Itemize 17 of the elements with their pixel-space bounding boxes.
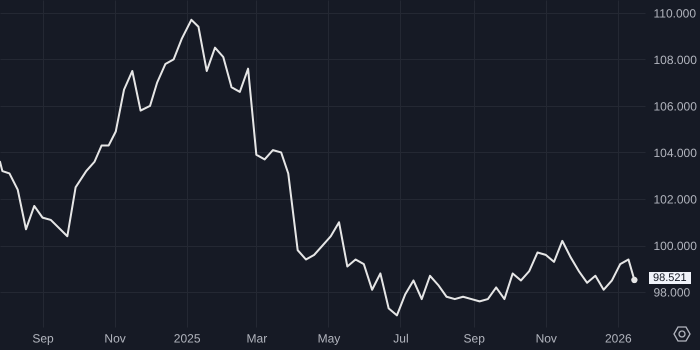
y-tick-label: 106.000 — [654, 99, 698, 114]
x-tick-label: Sep — [32, 332, 54, 346]
y-tick-label: 104.000 — [654, 146, 698, 160]
x-tick-label: May — [318, 332, 340, 346]
x-tick-label: Mar — [246, 332, 268, 346]
y-tick-label: 102.000 — [654, 192, 698, 206]
x-tick-label: Nov — [536, 332, 557, 346]
y-tick-label: 108.000 — [654, 52, 698, 67]
x-tick-label: Sep — [464, 332, 486, 346]
y-tick-label: 110.000 — [654, 6, 696, 20]
x-tick-label: 2026 — [604, 332, 632, 346]
y-tick-label: 100.000 — [654, 239, 698, 254]
y-tick-label: 98.000 — [654, 286, 691, 300]
x-tick-label: 2025 — [174, 332, 201, 346]
annotation: 98.521 — [649, 272, 691, 284]
x-tick-label: Jul — [393, 332, 409, 346]
x-tick-label: Nov — [104, 332, 126, 346]
